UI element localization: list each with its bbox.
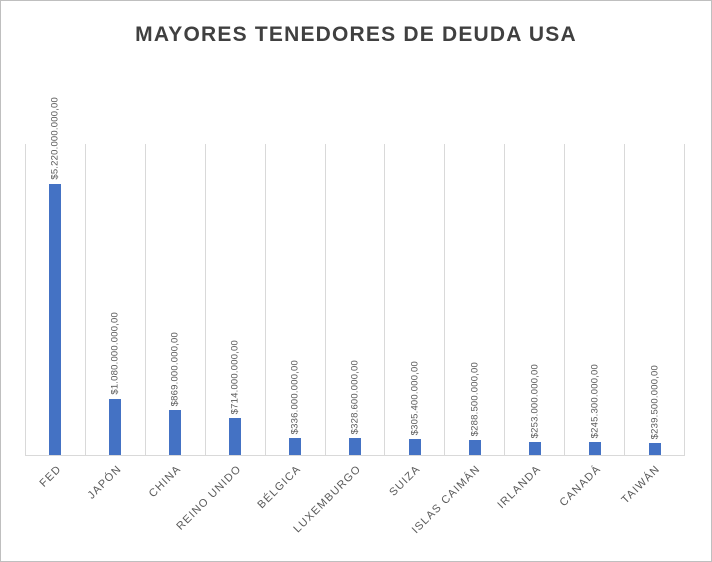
category-axis-label: IRLANDA — [495, 463, 544, 512]
category-axis-label: FED — [37, 463, 64, 490]
category-axis-label: BÉLGICA — [255, 463, 304, 512]
category-cell: $714.000.000,00 REINO UNIDO — [174, 144, 265, 533]
category-cell: $305.400.000,00 SUIZA — [384, 144, 444, 499]
bar[interactable] — [49, 184, 62, 455]
bar[interactable] — [229, 418, 242, 455]
category-cell: $869.000.000,00 CHINA — [144, 144, 205, 500]
bar[interactable] — [408, 439, 421, 455]
category-cell: $239.500.000,00 TAIWÁN — [620, 144, 685, 506]
category-cell: $1.080.000.000,00 JAPÓN — [84, 144, 145, 502]
category-cell: $328.600.000,00 LUXEMBURGO — [291, 144, 385, 535]
category-cell: $288.500.000,00 ISLAS CAIMÁN — [410, 144, 504, 536]
bar-value-label: $5.220.000.000,00 — [49, 97, 61, 180]
category-axis-label: LUXEMBURGO — [291, 463, 364, 536]
chart-title: MAYORES TENEDORES DE DEUDA USA — [135, 23, 577, 46]
bar-value-label: $253.000.000,00 — [529, 363, 541, 438]
category-axis-label: TAIWÁN — [619, 463, 664, 507]
bar[interactable] — [289, 438, 302, 455]
category-cell: $245.300.000,00 CANADÁ — [557, 144, 624, 509]
bar[interactable] — [468, 440, 481, 455]
bar-value-label: $239.500.000,00 — [649, 364, 661, 439]
bar-value-label: $869.000.000,00 — [169, 331, 181, 406]
bar-value-label: $714.000.000,00 — [229, 339, 241, 414]
category-axis-label: CANADÁ — [557, 463, 604, 509]
category-axis-label: SUIZA — [387, 463, 424, 499]
category-axis-label: REINO UNIDO — [173, 463, 244, 533]
bar-value-label: $245.300.000,00 — [589, 363, 601, 438]
category-axis-label: CHINA — [146, 463, 184, 500]
bar[interactable] — [588, 442, 601, 455]
category-axis-label: ISLAS CAIMÁN — [410, 463, 484, 537]
category-axis-label: JAPÓN — [85, 463, 124, 502]
bar-value-label: $288.500.000,00 — [469, 361, 481, 436]
category-cell: $253.000.000,00 IRLANDA — [495, 144, 564, 511]
bar[interactable] — [648, 443, 661, 455]
bar-value-label: $336.000.000,00 — [289, 359, 301, 434]
bar[interactable] — [528, 442, 541, 455]
bar[interactable] — [109, 399, 122, 455]
bar-value-label: $1.080.000.000,00 — [109, 312, 121, 395]
bar-value-label: $305.400.000,00 — [409, 360, 421, 435]
category-cell: $5.220.000.000,00 FED — [25, 97, 85, 490]
category-cell: $336.000.000,00 BÉLGICA — [255, 144, 325, 511]
plot-area: $5.220.000.000,00 FED $1.080.000.000,00 JAP… — [25, 97, 685, 536]
bar-value-label: $328.600.000,00 — [349, 359, 361, 434]
bar[interactable] — [169, 410, 182, 455]
bar[interactable] — [348, 438, 361, 455]
